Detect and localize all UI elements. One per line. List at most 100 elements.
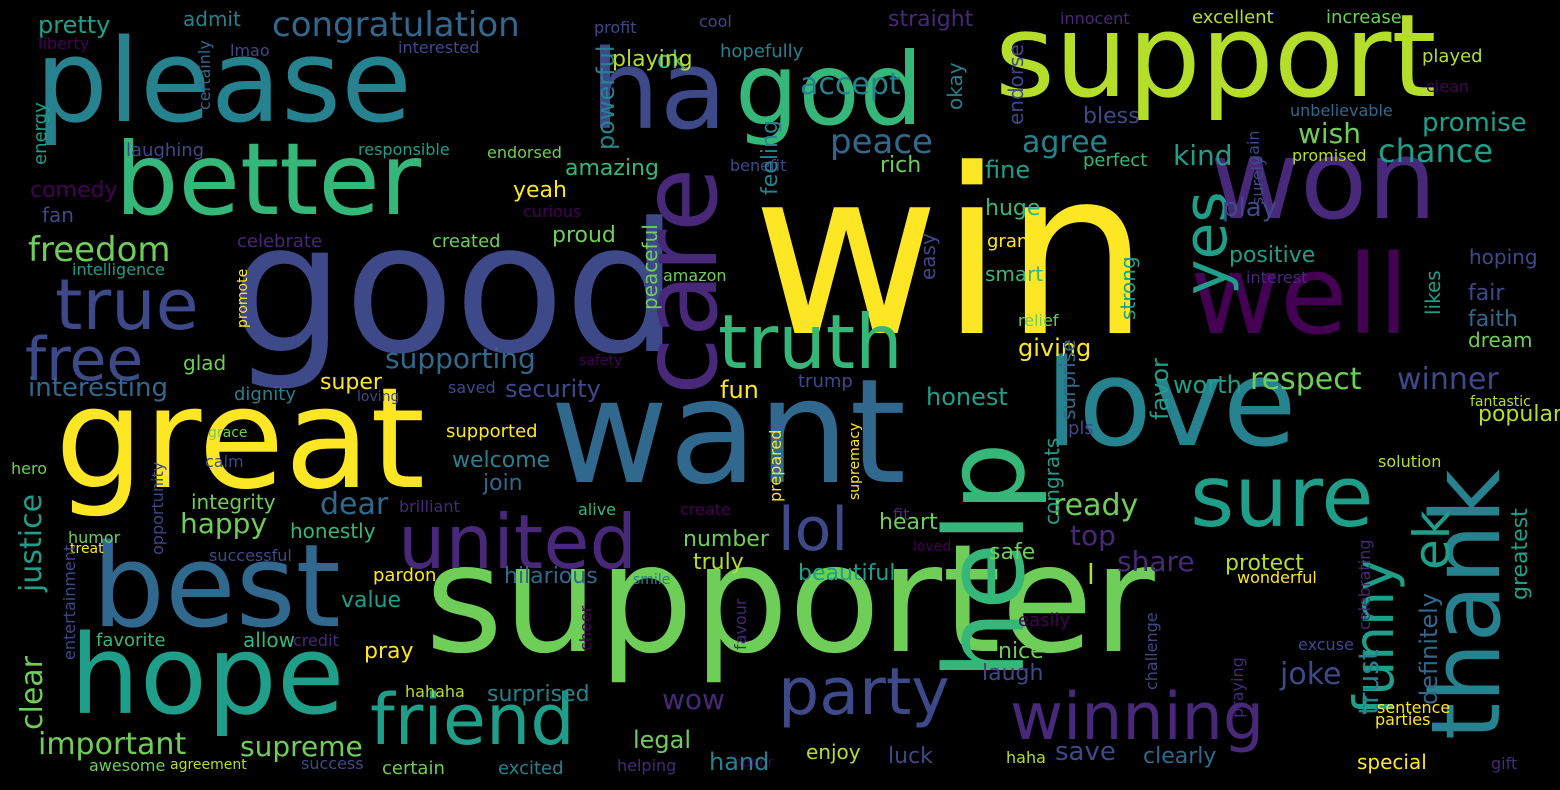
word-success: success bbox=[301, 754, 364, 773]
word-perfect: perfect bbox=[1083, 150, 1148, 171]
word-haha: haha bbox=[1006, 748, 1046, 767]
word-parties: parties bbox=[1375, 710, 1431, 729]
word-lol: lol bbox=[778, 495, 849, 565]
word-fan: fan bbox=[42, 203, 74, 227]
word-celebrating: celebrating bbox=[1355, 539, 1374, 630]
word-pray: pray bbox=[364, 639, 414, 664]
word-strong: strong bbox=[1116, 256, 1140, 320]
word-feeling: feeling bbox=[758, 120, 783, 195]
word-please: please bbox=[35, 15, 412, 149]
word-entertainment: entertainment bbox=[60, 544, 79, 660]
word-treat: treat bbox=[70, 541, 104, 557]
word-faith: faith bbox=[1468, 307, 1518, 332]
word-super: super bbox=[320, 370, 382, 395]
word-better: better bbox=[115, 121, 422, 238]
word-opportunity: opportunity bbox=[148, 461, 167, 555]
word-love: love bbox=[1045, 335, 1297, 474]
word-happy: happy bbox=[180, 507, 268, 540]
word-playing: playing bbox=[612, 47, 693, 72]
word-clear: clear bbox=[15, 655, 50, 730]
word-important: important bbox=[38, 727, 187, 762]
word-security: security bbox=[505, 375, 601, 403]
word-smile: smile bbox=[633, 572, 671, 588]
word-helping: helping bbox=[617, 756, 677, 775]
word-popular: popular bbox=[1478, 402, 1560, 427]
word-innocent: innocent bbox=[1060, 9, 1130, 28]
word-dignity: dignity bbox=[234, 384, 296, 405]
word-honest: honest bbox=[926, 383, 1008, 411]
word-powerful: powerful bbox=[592, 45, 620, 150]
word-dream: dream bbox=[1468, 328, 1533, 352]
word-easy: easy bbox=[916, 233, 940, 280]
word-certainly: certainly bbox=[195, 40, 214, 110]
word-honestly: honestly bbox=[290, 519, 376, 543]
word-promised: promised bbox=[1292, 146, 1367, 165]
word-likes: likes bbox=[1421, 270, 1445, 315]
word-god: god bbox=[735, 31, 924, 148]
word-safe: safe bbox=[989, 540, 1036, 565]
word-excited: excited bbox=[498, 758, 564, 779]
word-yeah: yeah bbox=[513, 178, 567, 203]
word-celebrate: celebrate bbox=[237, 231, 323, 252]
word-endorsed: endorsed bbox=[487, 143, 562, 162]
word-glad: glad bbox=[183, 351, 227, 375]
word-interest: interest bbox=[1246, 268, 1308, 287]
word-smart: smart bbox=[985, 262, 1044, 286]
word-alive: alive bbox=[578, 500, 617, 519]
word-fantastic: fantastic bbox=[1470, 394, 1531, 410]
word-joke: joke bbox=[1280, 657, 1342, 692]
word-enjoy: enjoy bbox=[806, 740, 861, 764]
word-pardon: pardon bbox=[373, 565, 437, 586]
word-winning: winning bbox=[1010, 680, 1265, 755]
word-welcome: welcome bbox=[452, 448, 551, 473]
word-huge: huge bbox=[985, 196, 1041, 221]
word-awesome: awesome bbox=[89, 756, 166, 775]
word-easily: easily bbox=[1018, 610, 1071, 631]
word-peace: peace bbox=[830, 122, 933, 162]
word-benefit: benefit bbox=[730, 156, 787, 175]
word-lmao: lmao bbox=[230, 41, 270, 60]
word-truly: truly bbox=[693, 550, 744, 575]
word-best: best bbox=[92, 520, 341, 654]
word-cool: cool bbox=[699, 12, 732, 31]
word-kind: kind bbox=[1173, 139, 1233, 172]
word-solution: solution bbox=[1378, 452, 1442, 471]
word-wish: wish bbox=[1298, 117, 1362, 150]
word-beautiful: beautiful bbox=[798, 561, 896, 586]
word-agree: agree bbox=[1022, 125, 1109, 160]
word-amazing: amazing bbox=[565, 156, 659, 181]
word-excellent: excellent bbox=[1192, 7, 1274, 28]
word-okay: okay bbox=[943, 62, 967, 110]
word-well: well bbox=[1190, 231, 1409, 359]
word-dear: dear bbox=[320, 487, 389, 522]
word-prepared: prepared bbox=[766, 429, 785, 502]
word-calm: calm bbox=[205, 452, 244, 471]
word-special: special bbox=[1357, 750, 1427, 774]
word-freedom: freedom bbox=[28, 230, 171, 270]
word-protect: protect bbox=[1225, 551, 1304, 576]
word-humor: humor bbox=[68, 528, 121, 547]
word-fine: fine bbox=[985, 156, 1031, 184]
word-straight: straight bbox=[888, 7, 974, 32]
word-hand: hand bbox=[709, 748, 770, 776]
word-accept: accept bbox=[800, 67, 901, 102]
word-winner: winner bbox=[1397, 362, 1499, 397]
word-promise: promise bbox=[1422, 108, 1527, 138]
word-join: join bbox=[483, 471, 523, 496]
word-liberty: liberty bbox=[38, 34, 90, 53]
word-played: played bbox=[1422, 46, 1483, 67]
word-interested: interested bbox=[398, 38, 480, 57]
word-supreme: supreme bbox=[240, 730, 363, 763]
word-ek: ek bbox=[1403, 510, 1461, 570]
word-free: free bbox=[25, 325, 144, 395]
word-fun: fun bbox=[720, 376, 759, 404]
word-loved: loved bbox=[913, 539, 952, 555]
word-favorite: favorite bbox=[96, 630, 166, 651]
word-united: united bbox=[398, 498, 638, 586]
word-bless: bless bbox=[1083, 104, 1140, 129]
word-honor: honor bbox=[733, 755, 774, 771]
word-top: top bbox=[1070, 519, 1116, 552]
word-surprise: surprise bbox=[1056, 339, 1080, 420]
word-brilliant: brilliant bbox=[399, 497, 460, 516]
word-hahaha: hahaha bbox=[405, 682, 465, 701]
